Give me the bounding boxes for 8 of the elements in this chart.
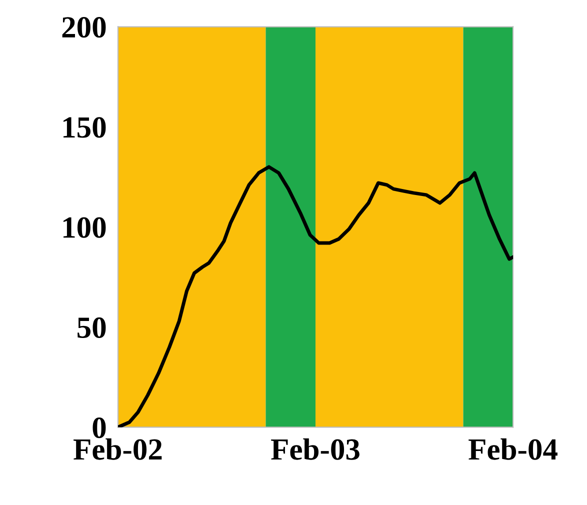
y-tick-label: 0 bbox=[92, 418, 106, 438]
x-tick-label: Feb-02 bbox=[74, 438, 162, 460]
x-tick-label: Feb-04 bbox=[468, 438, 558, 460]
y-tick-label: 50 bbox=[78, 317, 106, 338]
y-tick-label: 200 bbox=[62, 17, 106, 38]
y-tick-label: 150 bbox=[63, 117, 106, 138]
y-tick-label: 100 bbox=[63, 217, 106, 238]
x-tick-label: Feb-03 bbox=[271, 438, 360, 460]
